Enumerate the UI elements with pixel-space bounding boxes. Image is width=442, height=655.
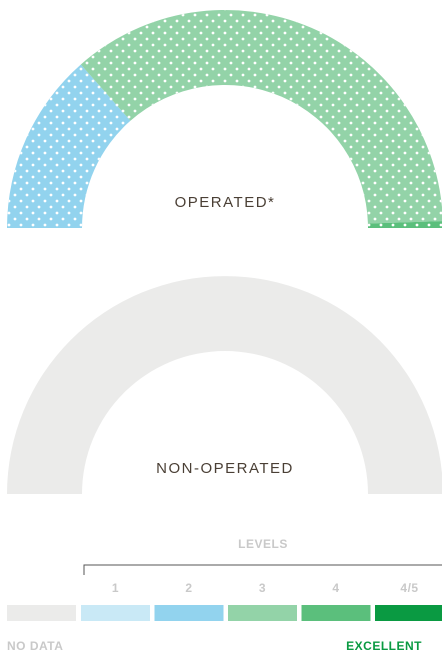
legend-swatch <box>228 605 297 621</box>
gauge-title: OPERATED* <box>175 194 276 211</box>
dot-overlay <box>7 10 442 228</box>
legend-swatch <box>375 605 442 621</box>
gauge-segment <box>7 276 442 494</box>
legend-bracket <box>83 564 442 575</box>
legend-label: 4/5 <box>400 581 418 595</box>
end-label: EXCELLENT <box>346 639 422 653</box>
legend-label: 3 <box>259 581 266 595</box>
legend-title: LEVELS <box>238 537 288 551</box>
legend-swatch <box>154 605 224 621</box>
no-data-swatch <box>7 605 76 621</box>
no-data-label: NO DATA <box>7 639 63 653</box>
legend-label: 4 <box>332 581 339 595</box>
legend-swatch <box>81 605 150 621</box>
gauge-title: NON-OPERATED <box>156 460 294 477</box>
legend-label: 1 <box>112 581 119 595</box>
legend-label: 2 <box>185 581 192 595</box>
legend-swatch <box>301 605 371 621</box>
